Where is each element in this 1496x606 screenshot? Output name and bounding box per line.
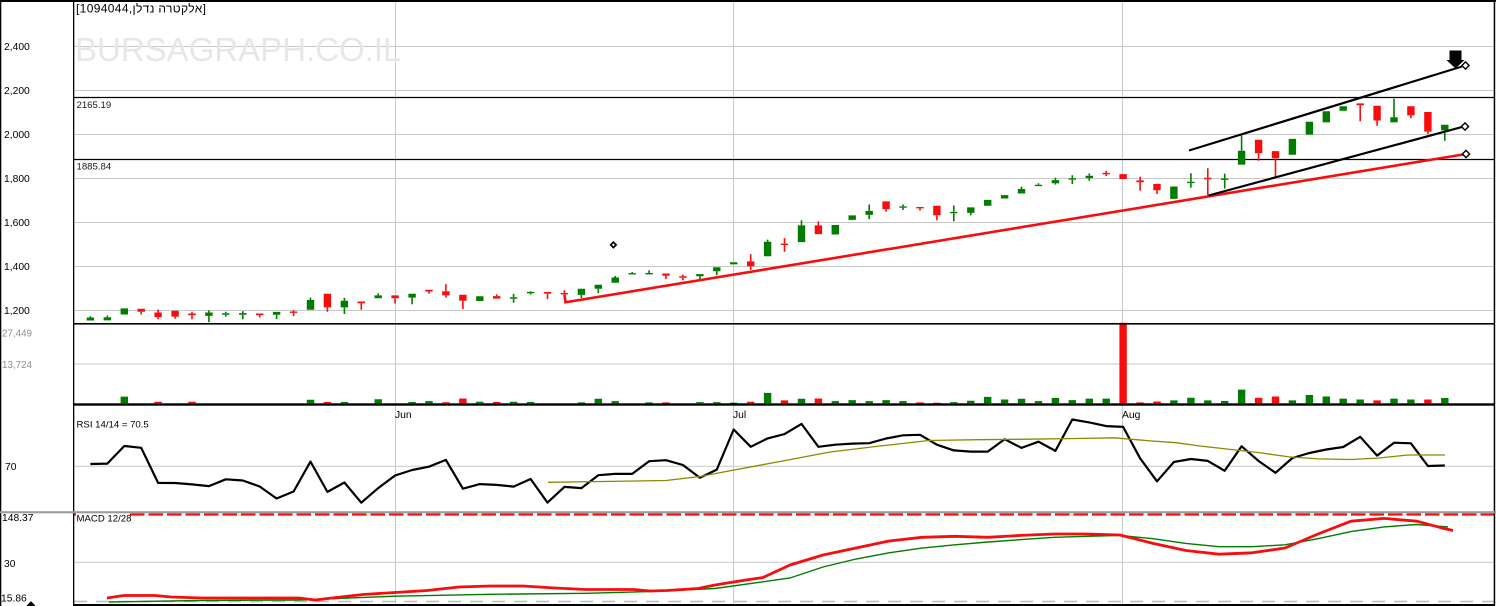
svg-text:2,200: 2,200 [4,86,30,97]
svg-text:RSI 14/14 = 70.5: RSI 14/14 = 70.5 [77,420,149,431]
svg-text:Aug: Aug [1122,410,1141,421]
svg-text:Jul: Jul [733,410,746,421]
svg-text:1,200: 1,200 [4,306,30,317]
svg-text:1,800: 1,800 [4,174,30,185]
svg-text:27,449: 27,449 [2,329,32,340]
svg-text:15.86: 15.86 [1,594,27,605]
svg-text:2165.19: 2165.19 [77,100,112,111]
svg-text:1885.84: 1885.84 [77,162,112,173]
svg-text:2,000: 2,000 [4,130,30,141]
svg-text:30: 30 [4,559,16,570]
svg-text:13,724: 13,724 [2,360,33,371]
svg-text:1,600: 1,600 [4,218,30,229]
svg-text:Jun: Jun [395,410,412,421]
svg-text:70: 70 [5,462,17,473]
svg-text:BURSAGRAPH.CO.IL: BURSAGRAPH.CO.IL [75,31,401,68]
svg-text:[1094044,אלקטרה נדלן]: [1094044,אלקטרה נדלן] [76,2,206,16]
svg-text:1,400: 1,400 [4,262,30,273]
svg-text:148.37: 148.37 [2,513,34,524]
svg-text:2,400: 2,400 [4,42,30,53]
svg-text:MACD 12/28: MACD 12/28 [77,513,132,524]
